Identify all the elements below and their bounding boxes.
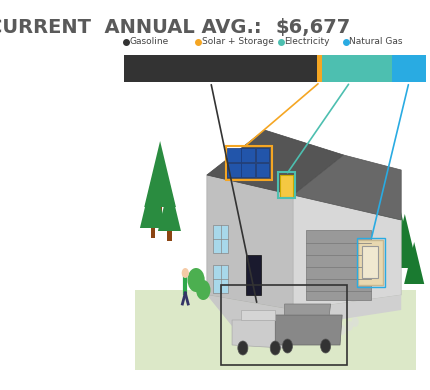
Bar <box>306 230 371 300</box>
Bar <box>212 265 228 293</box>
Circle shape <box>321 339 331 353</box>
Bar <box>124 55 316 82</box>
Circle shape <box>346 321 353 331</box>
Polygon shape <box>293 295 401 325</box>
Bar <box>158 207 162 217</box>
Polygon shape <box>293 155 401 220</box>
Polygon shape <box>362 205 383 250</box>
Circle shape <box>187 268 205 292</box>
Circle shape <box>338 325 346 335</box>
Polygon shape <box>241 310 275 320</box>
Text: Solar + Storage: Solar + Storage <box>202 37 274 46</box>
Bar <box>246 255 261 295</box>
Bar <box>358 240 383 285</box>
Bar <box>227 148 241 162</box>
Text: Electricity: Electricity <box>285 37 330 46</box>
Text: $6,677: $6,677 <box>275 18 350 37</box>
Polygon shape <box>144 141 176 207</box>
Bar <box>396 246 400 256</box>
Bar <box>167 231 172 241</box>
Polygon shape <box>369 170 398 230</box>
Bar <box>151 228 155 238</box>
Bar <box>227 163 241 177</box>
Polygon shape <box>386 198 409 246</box>
Polygon shape <box>404 242 424 284</box>
Polygon shape <box>392 214 418 268</box>
Circle shape <box>238 341 248 355</box>
Bar <box>322 55 392 82</box>
Bar <box>370 250 375 260</box>
Polygon shape <box>158 183 181 231</box>
Bar <box>241 163 255 177</box>
Bar <box>280 175 293 197</box>
Polygon shape <box>140 174 166 228</box>
Text: Natural Gas: Natural Gas <box>350 37 403 46</box>
Bar <box>212 225 228 253</box>
Polygon shape <box>207 130 344 195</box>
Bar <box>221 285 347 365</box>
Bar <box>392 55 427 82</box>
Bar <box>256 163 270 177</box>
Text: Gasoline: Gasoline <box>130 37 169 46</box>
Text: CURRENT  ANNUAL AVG.:: CURRENT ANNUAL AVG.: <box>0 18 275 37</box>
Polygon shape <box>285 304 331 315</box>
Bar <box>381 230 385 240</box>
Bar <box>241 148 255 162</box>
Polygon shape <box>207 295 304 335</box>
Circle shape <box>270 341 280 355</box>
Polygon shape <box>293 195 401 310</box>
Bar <box>278 172 295 198</box>
Polygon shape <box>275 315 342 345</box>
Bar <box>316 55 322 82</box>
Circle shape <box>196 280 210 300</box>
FancyBboxPatch shape <box>135 290 416 370</box>
Polygon shape <box>232 320 285 348</box>
Circle shape <box>283 339 292 353</box>
Circle shape <box>352 317 359 327</box>
Bar <box>356 238 385 287</box>
Bar <box>226 146 272 180</box>
Bar <box>362 246 378 278</box>
Circle shape <box>182 268 189 278</box>
Bar <box>256 148 270 162</box>
Polygon shape <box>207 175 293 310</box>
